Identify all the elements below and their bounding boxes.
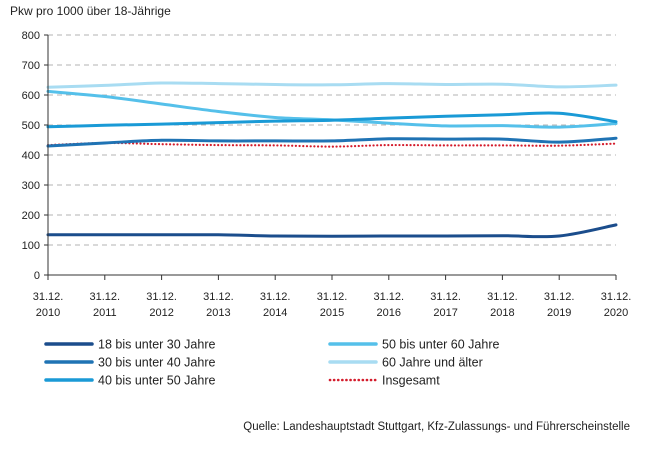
legend-label-1: 30 bis unter 40 Jahre	[98, 356, 215, 370]
x-tick-label-line2: 2012	[149, 307, 173, 319]
y-tick-label: 100	[22, 240, 40, 252]
y-tick-label: 600	[22, 90, 40, 102]
series-line-5	[46, 141, 618, 148]
y-tick-label: 400	[22, 150, 40, 162]
legend-label-4: 60 Jahre und älter	[382, 356, 483, 370]
legend-label-3: 50 bis unter 60 Jahre	[382, 338, 499, 352]
x-axis-ticks: 31.12. 2010 31.12. 2011 31.12. 2012 31.12. 2013…	[33, 275, 632, 319]
source-note: Quelle: Landeshauptstadt Stuttgart, Kfz-…	[243, 421, 630, 433]
y-tick-label: 0	[34, 270, 40, 282]
x-tick-label-line2: 2014	[263, 307, 287, 319]
axes	[47, 35, 616, 276]
grid-lines	[48, 34, 616, 246]
series-line-2	[46, 111, 618, 129]
x-tick-label-line1: 31.12.	[90, 291, 121, 303]
y-axis-ticks: 0 100 200 300 400 500 600 700 800	[22, 30, 48, 282]
x-tick-label-line2: 2020	[604, 307, 628, 319]
x-tick-label-line1: 31.12.	[146, 291, 177, 303]
x-tick-label-line2: 2018	[490, 307, 514, 319]
y-axis-label: Pkw pro 1000 über 18-Jährige	[10, 4, 171, 18]
x-tick-label-line1: 31.12.	[544, 291, 575, 303]
legend-label-2: 40 bis unter 50 Jahre	[98, 374, 215, 388]
x-tick-label-line1: 31.12.	[33, 291, 64, 303]
legend-label-0: 18 bis unter 30 Jahre	[98, 338, 215, 352]
series-line-1	[46, 136, 618, 148]
x-tick-label-line1: 31.12.	[317, 291, 348, 303]
x-tick-label-line2: 2019	[547, 307, 571, 319]
x-tick-label-line1: 31.12.	[487, 291, 518, 303]
x-tick-label-line2: 2016	[377, 307, 401, 319]
y-tick-label: 500	[22, 120, 40, 132]
data-series	[46, 81, 618, 239]
y-tick-label: 700	[22, 60, 40, 72]
x-tick-label-line2: 2017	[433, 307, 457, 319]
legend: 18 bis unter 30 Jahre 30 bis unter 40 Jah…	[44, 338, 499, 388]
legend-label-5: Insgesamt	[382, 374, 440, 388]
x-tick-label-line1: 31.12.	[430, 291, 461, 303]
series-line-0	[46, 223, 618, 239]
series-line-3	[46, 89, 618, 129]
series-line-4	[46, 81, 618, 89]
x-tick-label-line1: 31.12.	[374, 291, 405, 303]
x-tick-label-line1: 31.12.	[260, 291, 291, 303]
x-tick-label-line2: 2011	[93, 307, 117, 319]
x-tick-label-line1: 31.12.	[601, 291, 632, 303]
y-tick-label: 200	[22, 210, 40, 222]
y-tick-label: 300	[22, 180, 40, 192]
x-tick-label-line2: 2013	[206, 307, 230, 319]
x-tick-label-line2: 2010	[36, 307, 60, 319]
y-tick-label: 800	[22, 30, 40, 42]
x-tick-label-line1: 31.12.	[203, 291, 234, 303]
x-tick-label-line2: 2015	[320, 307, 344, 319]
